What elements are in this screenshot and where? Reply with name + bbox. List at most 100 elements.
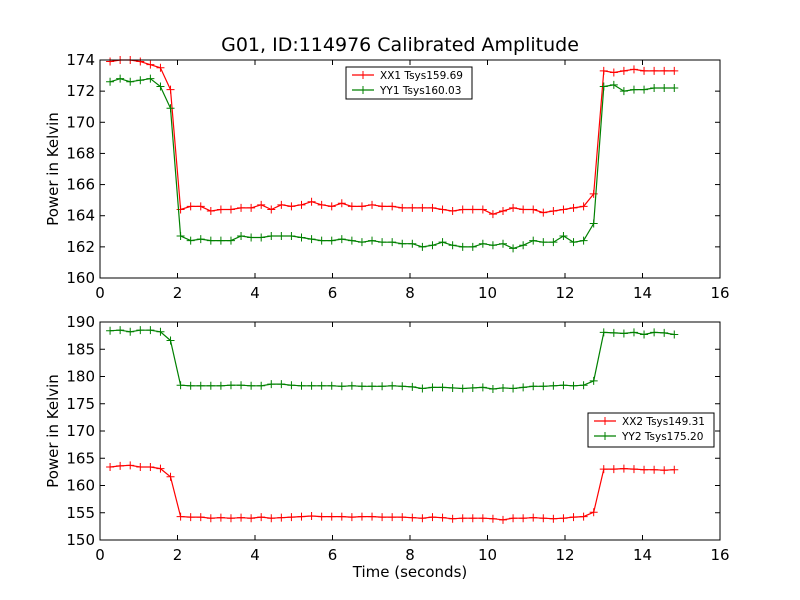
y-tick-label: 172	[66, 82, 95, 100]
data-point	[660, 328, 669, 337]
data-point	[438, 513, 447, 522]
y-tick-label: 165	[66, 449, 95, 467]
data-point	[650, 84, 659, 93]
top-plot: 0 2 4 6 8 10 12 14 16 160 162 164 166 168 170 172 174 Pow…	[44, 51, 730, 302]
data-point	[599, 66, 608, 75]
legend-marker	[359, 71, 367, 79]
data-point	[287, 381, 296, 390]
data-point	[670, 66, 679, 75]
data-point	[499, 383, 507, 392]
data-point	[609, 465, 618, 474]
data-point	[569, 203, 578, 212]
series-line	[110, 329, 675, 390]
y-tick-label: 166	[66, 176, 95, 194]
data-point	[106, 77, 115, 86]
legend-marker	[359, 86, 367, 94]
data-point	[478, 239, 487, 248]
data-point	[277, 380, 286, 389]
data-point	[670, 465, 679, 474]
data-point	[146, 326, 155, 335]
data-point	[569, 238, 578, 247]
data-point	[136, 326, 145, 335]
y-tick-label: 170	[66, 422, 95, 440]
x-tick-label: 14	[633, 546, 652, 564]
data-point	[519, 514, 528, 523]
data-point	[156, 464, 165, 473]
data-point	[297, 233, 306, 242]
data-point	[216, 513, 225, 522]
data-point	[116, 74, 125, 83]
data-point	[327, 236, 336, 245]
data-point	[448, 207, 457, 216]
data-point	[277, 513, 286, 522]
data-point	[378, 382, 387, 391]
data-point	[206, 381, 215, 390]
data-point	[357, 382, 366, 391]
data-point	[166, 104, 175, 113]
data-point	[428, 203, 437, 212]
data-point	[438, 238, 447, 247]
data-point	[347, 513, 356, 522]
data-point	[347, 381, 356, 390]
data-point	[448, 514, 457, 523]
data-point	[640, 465, 649, 474]
data-point	[186, 202, 195, 211]
data-point	[267, 231, 276, 240]
data-point	[287, 513, 296, 522]
data-point	[327, 512, 336, 521]
data-point	[196, 381, 205, 390]
data-point	[549, 238, 558, 247]
data-point	[559, 514, 568, 523]
data-point	[267, 205, 276, 214]
data-point	[660, 66, 669, 75]
y-tick-label: 174	[66, 51, 95, 69]
data-point	[589, 376, 598, 385]
data-point	[488, 241, 497, 250]
legend-label: XX2 Tsys149.31	[622, 416, 705, 428]
data-point	[398, 382, 407, 391]
data-point	[126, 461, 135, 470]
data-point	[116, 461, 125, 470]
data-point	[458, 205, 467, 214]
data-point	[499, 239, 507, 248]
x-tick-label: 2	[173, 546, 183, 564]
data-point	[327, 202, 336, 211]
series-line	[109, 78, 675, 250]
y-tick-label: 185	[66, 340, 95, 358]
data-point	[539, 208, 548, 217]
data-point	[468, 383, 477, 392]
data-point	[509, 514, 518, 523]
legend-box	[345, 66, 473, 100]
data-point	[478, 514, 487, 523]
series-line	[110, 464, 675, 521]
y-tick-label: 180	[66, 368, 95, 386]
data-point	[186, 236, 195, 245]
data-point	[398, 239, 407, 248]
data-point	[549, 381, 558, 390]
data-point	[418, 514, 427, 523]
bottom-plot: 0 2 4 6 8 10 12 14 16 150 155 160 165 170 175 180 185 190…	[44, 313, 730, 581]
data-point	[609, 328, 618, 337]
data-point	[619, 329, 628, 338]
data-point	[549, 207, 558, 216]
data-point	[307, 512, 316, 521]
data-point	[589, 219, 598, 228]
data-point	[257, 200, 266, 209]
y-tick-label: 164	[66, 207, 95, 225]
data-point	[166, 472, 175, 481]
data-point	[629, 85, 638, 94]
data-point	[206, 207, 215, 216]
x-tick-label: 14	[633, 284, 652, 302]
data-point	[156, 82, 165, 91]
data-point	[670, 330, 679, 339]
x-axis-label: Time (seconds)	[352, 563, 468, 581]
data-point	[579, 512, 588, 521]
data-point	[206, 236, 215, 245]
x-tick-label: 8	[405, 284, 415, 302]
data-point	[478, 383, 487, 392]
data-point	[146, 74, 155, 83]
data-point	[237, 231, 246, 240]
data-point	[368, 236, 377, 245]
y-tick-label: 175	[66, 395, 95, 413]
